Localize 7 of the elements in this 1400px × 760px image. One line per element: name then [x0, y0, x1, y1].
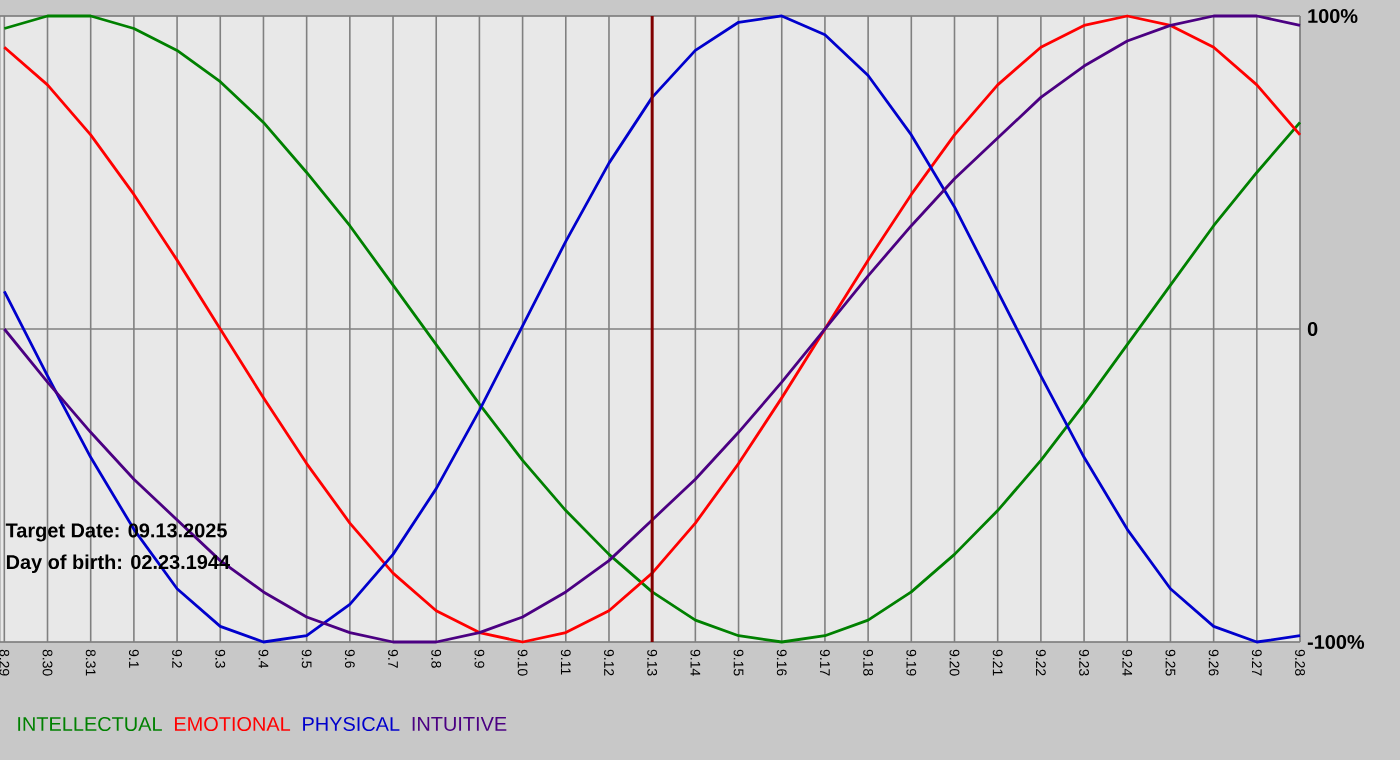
y-tick-label: -100%: [1307, 634, 1365, 650]
text: INTUITIVE: [412, 717, 507, 731]
text: PHYSICAL: [303, 716, 400, 732]
text: INTELLECTUAL: [18, 716, 162, 732]
y-tick-label: 0: [1307, 321, 1318, 337]
y-tick-label: 100%: [1308, 8, 1358, 24]
text: EMOTIONAL: [174, 716, 291, 732]
